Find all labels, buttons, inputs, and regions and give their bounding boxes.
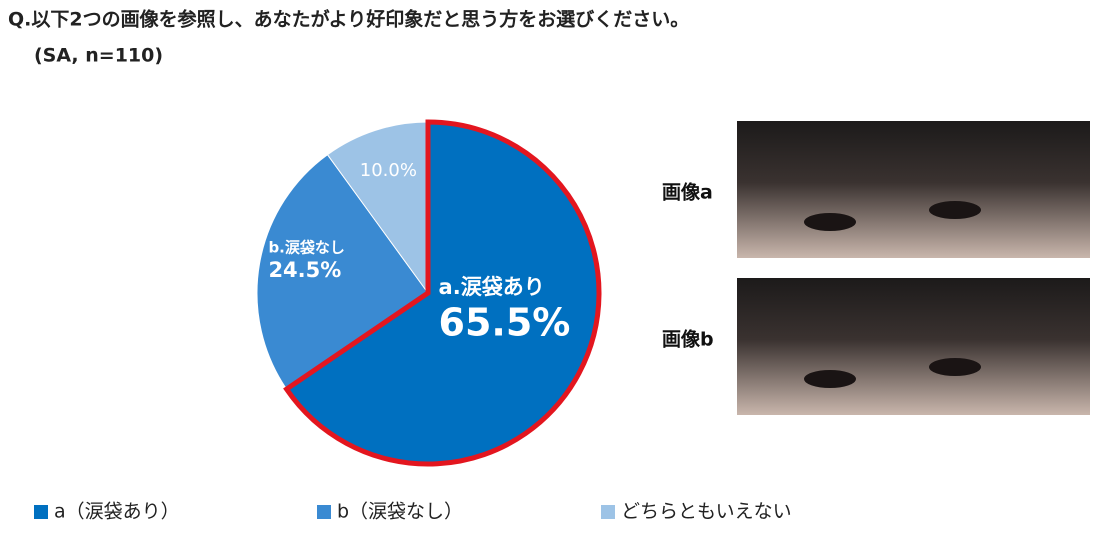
data-label: 65.5% [439, 301, 571, 345]
legend-label: a（涙袋あり） [54, 501, 180, 523]
image-label: 画像b [662, 329, 714, 351]
legend-swatch [34, 505, 48, 519]
slice-outline [283, 119, 602, 467]
photo [737, 121, 1090, 258]
image-label: 画像a [662, 182, 713, 204]
chart-subtitle: (SA, n=110) [34, 45, 163, 67]
legend-label: どちらともいえない [621, 501, 792, 523]
pie-slice [256, 153, 429, 390]
pie-slice [326, 121, 429, 295]
data-label: 10.0% [360, 160, 417, 181]
slice-name: a.涙袋あり [439, 275, 545, 299]
photo [737, 278, 1090, 415]
chart-title: Q.以下2つの画像を参照し、あなたがより好印象だと思う方をお選びください。 [8, 8, 689, 31]
data-label: 24.5% [268, 258, 341, 282]
legend-swatch [601, 505, 615, 519]
slice-name: b.涙袋なし [268, 239, 344, 257]
legend-swatch [317, 505, 331, 519]
legend-label: b（涙袋なし） [337, 501, 463, 523]
